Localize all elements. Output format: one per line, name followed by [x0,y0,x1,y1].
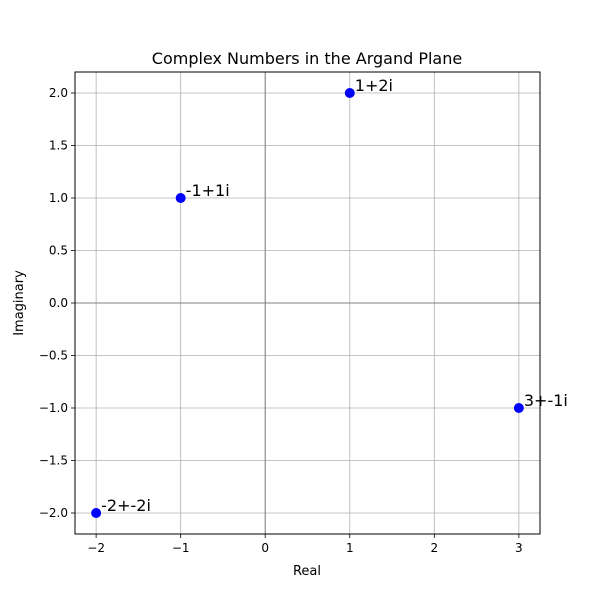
data-point-0 [344,88,355,98]
point-labels: 1+2i -1+1i 3+-1i -2+-2i [101,76,568,515]
point-label-2: 3+-1i [524,391,568,410]
y-tick-label: −0.5 [39,349,68,363]
x-tick-label: 2 [430,541,438,555]
y-tick-label: −1.0 [39,401,68,415]
point-label-3: -2+-2i [101,496,151,515]
x-tick-label: −2 [87,541,105,555]
point-label-0: 1+2i [355,76,393,95]
y-axis-label: Imaginary [12,270,27,336]
x-axis-ticks: −2 −1 0 1 2 3 [87,534,523,555]
y-tick-label: 0.0 [49,296,68,310]
data-point-3 [91,508,102,518]
y-tick-label: −1.5 [39,454,68,468]
x-tick-label: 3 [515,541,523,555]
chart-title: Complex Numbers in the Argand Plane [152,49,462,68]
data-points [91,88,524,518]
data-point-1 [175,193,186,203]
x-tick-label: 0 [261,541,269,555]
y-tick-label: 2.0 [49,86,68,100]
y-tick-label: 1.5 [49,139,68,153]
y-tick-label: −2.0 [39,506,68,520]
x-axis-label: Real [293,564,321,579]
y-tick-label: 0.5 [49,244,68,258]
data-point-2 [513,403,524,413]
x-tick-label: 1 [346,541,354,555]
point-label-1: -1+1i [186,181,230,200]
zero-axis-lines [75,72,540,534]
y-axis-ticks: −2.0 −1.5 −1.0 −0.5 0.0 0.5 1.0 1.5 2.0 [39,86,75,520]
y-tick-label: 1.0 [49,191,68,205]
x-tick-label: −1 [172,541,190,555]
